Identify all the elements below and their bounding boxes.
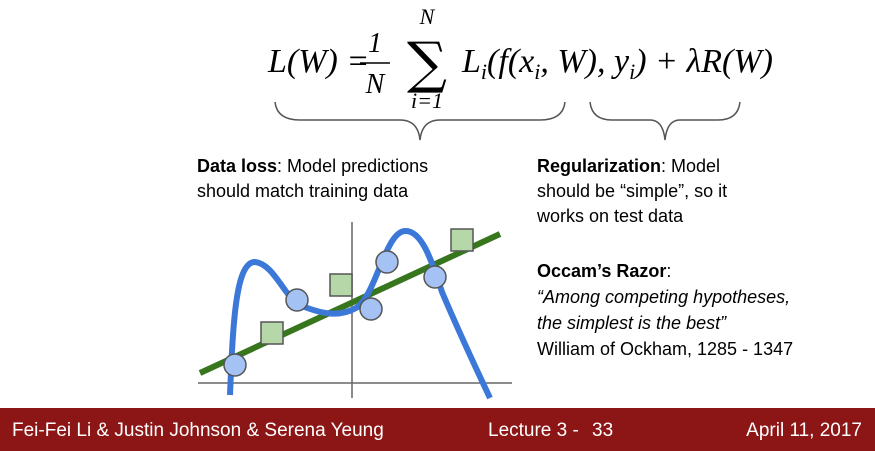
sum-lower: i=1	[411, 88, 443, 113]
text-line: Regularization: Model	[537, 156, 720, 176]
attribution: William of Ockham, 1285 - 1347	[537, 339, 793, 359]
text-line: Occam’s Razor:	[537, 261, 671, 281]
square	[450, 228, 474, 252]
text-line: works on test data	[536, 206, 684, 226]
term-part: L	[461, 43, 481, 80]
footer-page: 33	[592, 420, 613, 441]
quote-line: the simplest is the best”	[537, 313, 727, 333]
circle	[375, 250, 399, 274]
text: : Model	[661, 156, 720, 176]
overfit-curve	[227, 228, 493, 400]
subscript: i	[534, 59, 540, 84]
square	[329, 273, 353, 297]
squares	[260, 228, 474, 345]
footer-date: April 11, 2017	[746, 420, 862, 441]
heading: Data loss	[197, 156, 277, 176]
circle	[285, 288, 309, 312]
term-part: , W), y	[540, 43, 630, 80]
circle	[423, 265, 447, 289]
text-line: should be “simple”, so it	[537, 181, 727, 201]
footer-authors: Fei-Fei Li & Justin Johnson & Serena Yeu…	[12, 420, 384, 441]
formula-term: Li(f(xi, W), yi) + λR(W)	[461, 43, 773, 84]
quote-line: “Among competing hypotheses,	[537, 287, 790, 307]
square	[260, 321, 284, 345]
brace	[589, 101, 741, 141]
text: :	[666, 261, 671, 281]
term-part: (f(x	[487, 43, 534, 80]
fit-line	[198, 231, 502, 376]
sum-upper: N	[419, 4, 436, 29]
term-part: ) + λR(W)	[633, 43, 773, 80]
text-line: Data loss: Model predictions	[197, 156, 428, 176]
circles	[223, 250, 447, 377]
text-line: should match training data	[197, 181, 409, 201]
subscript: i	[481, 59, 487, 84]
circle	[359, 297, 383, 321]
circle	[223, 353, 247, 377]
footer-bar	[0, 408, 875, 451]
text: : Model predictions	[277, 156, 428, 176]
numerator: 1	[368, 28, 382, 59]
heading: Occam’s Razor	[537, 261, 666, 281]
formula-lhs: L(W) =	[267, 43, 369, 80]
denominator: N	[365, 69, 386, 100]
footer-lecture: Lecture 3 -	[488, 420, 579, 441]
heading: Regularization	[537, 156, 661, 176]
brace	[274, 101, 566, 141]
sum-sign: ∑	[407, 31, 447, 96]
subscript: i	[629, 59, 635, 84]
